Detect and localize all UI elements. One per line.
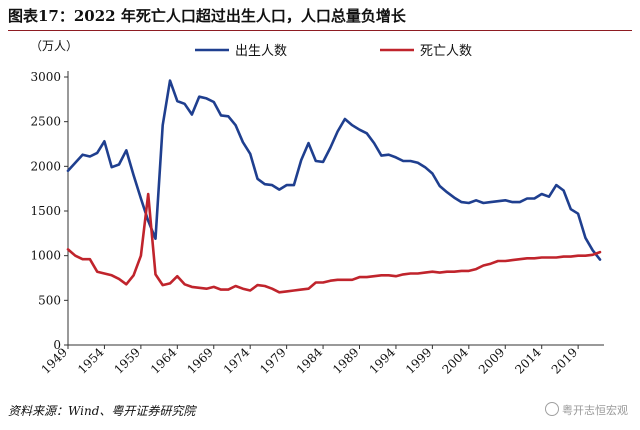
legend-label-2: 死亡人数 (420, 44, 472, 59)
x-tick-label: 1999 (403, 345, 434, 376)
legend: 出生人数 死亡人数 (195, 44, 472, 59)
y-tick-label: 500 (38, 293, 61, 307)
x-tick-label: 2004 (439, 345, 471, 377)
x-tick-label: 1959 (111, 345, 142, 376)
figure-title: 图表17：2022 年死亡人口超过出生人口，人口总量负增长 (8, 7, 406, 25)
x-tick-label: 2009 (476, 345, 507, 376)
source-label: 资料来源： (8, 404, 69, 418)
x-tick-label: 1979 (257, 345, 288, 376)
y-tick-label: 2000 (30, 159, 61, 173)
x-tick-label: 1969 (184, 345, 215, 376)
x-tick-label: 1974 (221, 345, 253, 377)
x-tick-label: 2014 (512, 345, 544, 377)
x-tick-label: 1954 (75, 345, 107, 377)
axes: （万人） 0 500 1000 1500 2000 2500 3000 1949 1954 1959… (30, 39, 604, 377)
watermark-text: 粤开志恒宏观 (562, 404, 628, 417)
series-line-1 (66, 79, 602, 261)
y-tick-label: 1500 (30, 204, 61, 218)
x-tick-label: 1949 (39, 345, 70, 376)
line-chart: （万人） 0 500 1000 1500 2000 2500 3000 1949 1954 1959… (30, 39, 604, 377)
source-note: 资料来源：Wind、粤开证券研究院 (8, 401, 195, 421)
watermark: 粤开志恒宏观 (545, 401, 628, 421)
x-tick-label: 2019 (549, 345, 580, 376)
x-tick-label: 1984 (294, 345, 326, 377)
y-tick-label: 3000 (30, 70, 61, 84)
legend-label-1: 出生人数 (235, 44, 287, 59)
series-line-2 (66, 192, 602, 294)
series-layer (66, 79, 602, 294)
y-tick-label: 0 (53, 338, 61, 352)
source-text: Wind、粤开证券研究院 (68, 404, 196, 418)
x-tick-label: 1964 (148, 345, 180, 377)
x-tick-label: 1989 (330, 345, 361, 376)
y-tick-label: 1000 (30, 249, 61, 263)
y-unit-label: （万人） (30, 39, 78, 53)
x-tick-label: 1994 (367, 345, 399, 377)
title-divider (8, 30, 632, 31)
y-tick-label: 2500 (30, 115, 61, 129)
wechat-icon (545, 402, 559, 416)
